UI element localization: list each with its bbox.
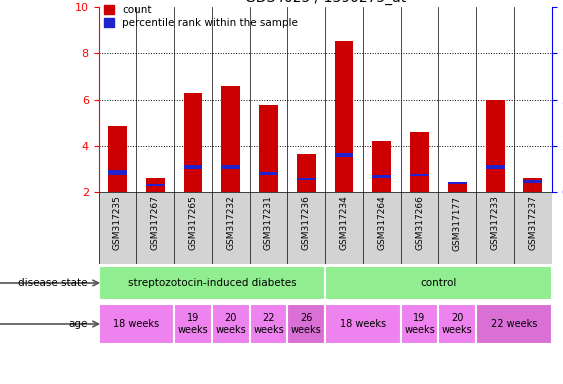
Text: GSM317234: GSM317234 — [339, 195, 348, 250]
Bar — [99, 266, 325, 300]
Bar — [146, 184, 164, 186]
Text: age: age — [68, 319, 87, 329]
Bar — [259, 105, 278, 192]
Bar — [476, 304, 552, 344]
Bar — [334, 41, 354, 192]
Bar — [325, 304, 401, 344]
Text: 19
weeks: 19 weeks — [404, 313, 435, 335]
Text: GSM317235: GSM317235 — [113, 195, 122, 250]
Bar — [99, 304, 174, 344]
Bar — [297, 154, 316, 192]
Text: GSM317231: GSM317231 — [264, 195, 273, 250]
Text: 20
weeks: 20 weeks — [442, 313, 473, 335]
Bar — [448, 182, 467, 184]
Text: 26
weeks: 26 weeks — [291, 313, 321, 335]
Bar — [325, 266, 552, 300]
Bar — [108, 170, 127, 175]
Bar — [221, 166, 240, 169]
Bar — [108, 126, 127, 192]
Text: 18 weeks: 18 weeks — [113, 319, 159, 329]
Bar — [184, 93, 202, 192]
Bar — [439, 304, 476, 344]
Text: GSM317267: GSM317267 — [151, 195, 160, 250]
Bar — [448, 183, 467, 192]
Bar — [249, 304, 287, 344]
Text: control: control — [420, 278, 457, 288]
Text: 22
weeks: 22 weeks — [253, 313, 284, 335]
Title: GDS4025 / 1390275_at: GDS4025 / 1390275_at — [244, 0, 406, 5]
Text: GSM317233: GSM317233 — [490, 195, 499, 250]
Text: GSM317264: GSM317264 — [377, 195, 386, 250]
Text: 22 weeks: 22 weeks — [491, 319, 537, 329]
Legend: count, percentile rank within the sample: count, percentile rank within the sample — [104, 5, 298, 28]
Bar — [297, 178, 316, 180]
Text: GSM317265: GSM317265 — [189, 195, 198, 250]
Text: GSM317237: GSM317237 — [528, 195, 537, 250]
Bar — [410, 174, 429, 176]
Text: streptozotocin-induced diabetes: streptozotocin-induced diabetes — [127, 278, 296, 288]
Bar — [334, 153, 354, 157]
Bar — [486, 99, 504, 192]
Text: disease state: disease state — [18, 278, 87, 288]
Text: GSM317236: GSM317236 — [302, 195, 311, 250]
Bar — [174, 304, 212, 344]
Bar — [486, 166, 504, 169]
Bar — [259, 172, 278, 175]
Bar — [372, 175, 391, 178]
Bar — [184, 166, 202, 169]
Bar — [372, 141, 391, 192]
Bar — [524, 178, 542, 192]
Bar — [287, 304, 325, 344]
Bar — [212, 304, 249, 344]
Bar — [146, 178, 164, 192]
Bar — [524, 180, 542, 183]
Bar — [410, 132, 429, 192]
Text: 19
weeks: 19 weeks — [177, 313, 208, 335]
Text: 20
weeks: 20 weeks — [215, 313, 246, 335]
Bar — [221, 86, 240, 192]
Text: 18 weeks: 18 weeks — [340, 319, 386, 329]
Text: GSM317266: GSM317266 — [415, 195, 424, 250]
Text: GSM317232: GSM317232 — [226, 195, 235, 250]
Text: GSM317177: GSM317177 — [453, 195, 462, 251]
Bar — [401, 304, 439, 344]
